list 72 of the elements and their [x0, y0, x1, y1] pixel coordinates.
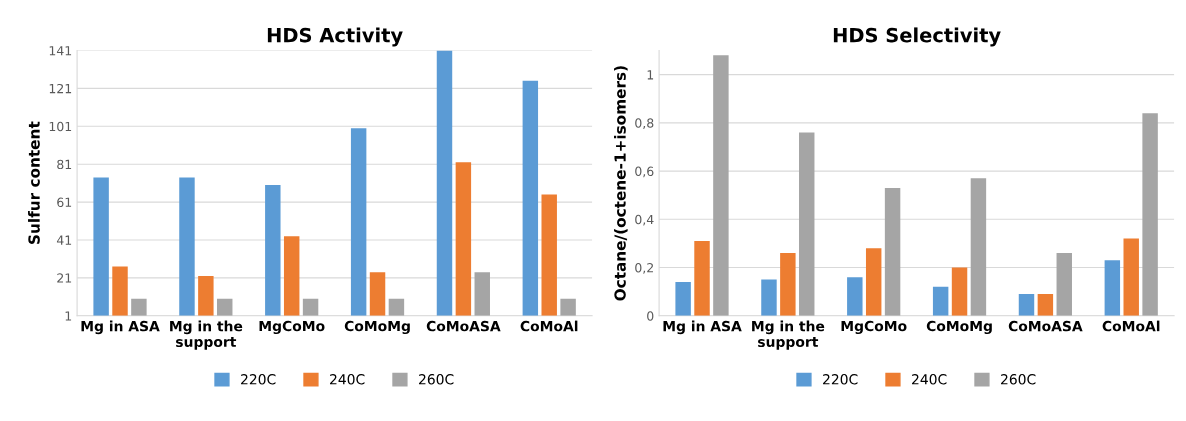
- x-tick-label: CoMoASA: [1008, 320, 1083, 332]
- bar: [265, 185, 281, 316]
- bar: [1104, 260, 1121, 316]
- y-tick-label: 121: [49, 83, 72, 94]
- bar: [970, 178, 987, 316]
- bar: [455, 162, 472, 316]
- legend-label: 220C: [823, 374, 858, 385]
- chart-title: HDS Selectivity: [833, 27, 1001, 47]
- bar: [93, 177, 109, 316]
- bar: [560, 298, 576, 316]
- bar: [780, 253, 796, 316]
- y-tick-label: 0,4: [635, 214, 654, 226]
- x-tick-label: MgCoMo: [259, 320, 325, 335]
- bar: [675, 281, 691, 316]
- bar: [799, 132, 815, 316]
- legend-label: 220C: [241, 374, 276, 385]
- x-tick-label: MgCoMo: [841, 320, 907, 335]
- x-tick-label: CoMoAl: [520, 320, 578, 332]
- y-tick-label: 21: [57, 273, 72, 283]
- bar: [1142, 113, 1158, 316]
- bar: [369, 272, 386, 316]
- x-tick-label: CoMoMg: [344, 320, 410, 335]
- bar: [474, 272, 490, 316]
- y-tick-label: 61: [57, 197, 72, 208]
- bar: [522, 80, 539, 316]
- bar: [713, 55, 729, 316]
- bar: [1018, 294, 1035, 316]
- x-tick-label: CoMoAl: [1102, 320, 1160, 332]
- x-tick-label: Mg in ASA: [81, 320, 160, 335]
- bar: [847, 277, 863, 316]
- chart-title: HDS Activity: [267, 27, 403, 47]
- y-tick-label: 0,8: [635, 118, 654, 130]
- legend-label: 240C: [330, 374, 365, 385]
- bar: [388, 298, 405, 316]
- y-tick-label: 0,2: [635, 263, 653, 274]
- bar: [951, 267, 968, 316]
- bar: [541, 194, 557, 316]
- bar: [302, 298, 319, 316]
- y-tick-label: 0: [647, 311, 654, 321]
- y-axis-title: Sulfur content: [28, 121, 40, 244]
- bar: [884, 187, 901, 316]
- x-tick-label: Mg in the support: [170, 320, 243, 350]
- y-tick-label: 1: [65, 311, 72, 321]
- y-tick-label: 101: [49, 121, 72, 132]
- bar: [350, 128, 367, 316]
- bar: [112, 266, 128, 316]
- bar: [694, 241, 710, 316]
- bar: [1037, 294, 1054, 316]
- x-tick-label: CoMoMg: [926, 320, 992, 335]
- x-tick-label: Mg in ASA: [663, 320, 742, 335]
- bar: [865, 248, 882, 316]
- bar: [283, 236, 300, 316]
- bar: [1056, 253, 1072, 316]
- bar: [1123, 238, 1139, 316]
- legend-label: 260C: [1001, 374, 1036, 385]
- y-tick-label: 1: [647, 70, 654, 80]
- bar: [198, 275, 214, 316]
- y-tick-label: 81: [57, 159, 72, 170]
- legend-label: 240C: [912, 374, 947, 385]
- bar: [761, 279, 777, 316]
- bar: [217, 298, 233, 316]
- x-tick-label: Mg in the support: [752, 320, 825, 350]
- bar: [436, 50, 453, 316]
- y-axis-title: Octane/(octene-1+isomers): [614, 66, 628, 301]
- y-tick-label: 41: [56, 235, 72, 245]
- bar: [932, 286, 949, 316]
- x-tick-label: CoMoASA: [426, 320, 501, 332]
- bar: [179, 177, 195, 316]
- bar: [131, 298, 147, 316]
- legend-label: 260C: [419, 374, 454, 385]
- y-tick-label: 141: [49, 46, 72, 56]
- y-tick-label: 0,6: [635, 166, 654, 178]
